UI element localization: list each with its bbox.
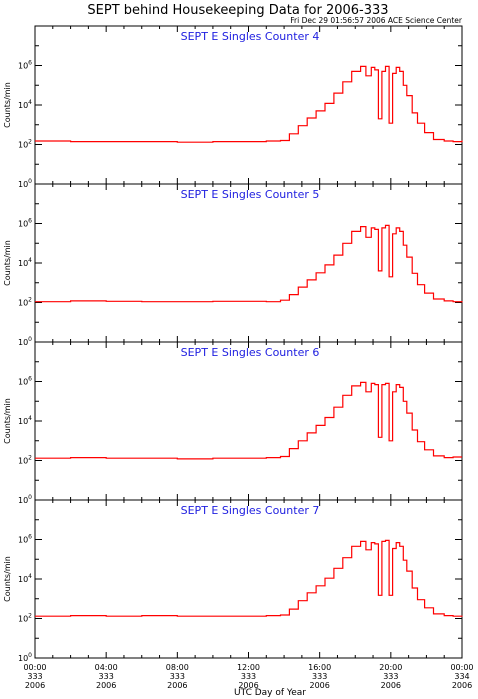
y-tick-label: 104 [18, 415, 32, 426]
y-tick-label: 100 [18, 652, 32, 663]
panel-4: 100 102 104 106 Counts/min SEPT E Singles Cou… [3, 499, 463, 663]
y-tick-label: 102 [18, 139, 32, 150]
x-tick-label: 00:00 334 2006 [450, 663, 473, 690]
plot-frame [34, 183, 463, 343]
x-tick-label: 12:00 333 2006 [237, 663, 260, 690]
plot-frame [34, 499, 463, 659]
x-axis-tick-labels: 00:00 333 2006 04:00 333 2006 08:00 333 2006 12:0… [23, 663, 473, 690]
plot-frame [34, 341, 463, 501]
y-tick-label: 102 [18, 613, 32, 624]
x-axis-label: UTC Day of Year [234, 688, 306, 698]
y-tick-label: 100 [18, 336, 32, 347]
y-axis-label: Counts/min [3, 82, 12, 128]
panels: 100 102 104 106 Counts/min SEPT E Singles Cou… [3, 25, 463, 663]
x-tick-label: 20:00 333 2006 [379, 663, 402, 690]
y-tick-label: 100 [18, 178, 32, 189]
x-tick-label: 00:00 333 2006 [23, 663, 46, 690]
y-tick-label: 104 [18, 573, 32, 584]
series-line [35, 381, 462, 460]
y-tick-label: 106 [18, 218, 32, 229]
x-tick-label: 04:00 333 2006 [95, 663, 118, 690]
y-tick-label: 102 [18, 455, 32, 466]
series-line [35, 539, 463, 617]
panel-title: SEPT E Singles Counter 4 [181, 30, 320, 43]
x-tick-label: 16:00 333 2006 [308, 663, 331, 690]
plot-frame [34, 25, 463, 185]
series-line [35, 224, 463, 303]
y-tick-label: 106 [18, 534, 32, 545]
y-tick-label: 100 [18, 494, 32, 505]
panel-title: SEPT E Singles Counter 7 [181, 504, 320, 517]
y-tick-label: 102 [18, 297, 32, 308]
panel-3: 100 102 104 106 Counts/min SEPT E Singles Cou… [3, 341, 463, 505]
series-line [35, 65, 463, 143]
y-tick-label: 104 [18, 257, 32, 268]
y-tick-label: 106 [18, 376, 32, 387]
y-axis-label: Counts/min [3, 240, 12, 286]
panel-1: 100 102 104 106 Counts/min SEPT E Singles Cou… [3, 25, 463, 189]
y-tick-label: 106 [18, 60, 32, 71]
x-tick-label: 08:00 333 2006 [166, 663, 189, 690]
y-axis-label: Counts/min [3, 398, 12, 444]
y-axis-label: Counts/min [3, 556, 12, 602]
chart-title: SEPT behind Housekeeping Data for 2006-3… [87, 3, 388, 18]
y-tick-label: 104 [18, 99, 32, 110]
panel-title: SEPT E Singles Counter 5 [181, 188, 320, 201]
panel-2: 100 102 104 106 Counts/min SEPT E Singles Cou… [3, 183, 463, 347]
panel-title: SEPT E Singles Counter 6 [181, 346, 320, 359]
timestamp: Fri Dec 29 01:56:57 2006 ACE Science Cen… [290, 16, 463, 25]
